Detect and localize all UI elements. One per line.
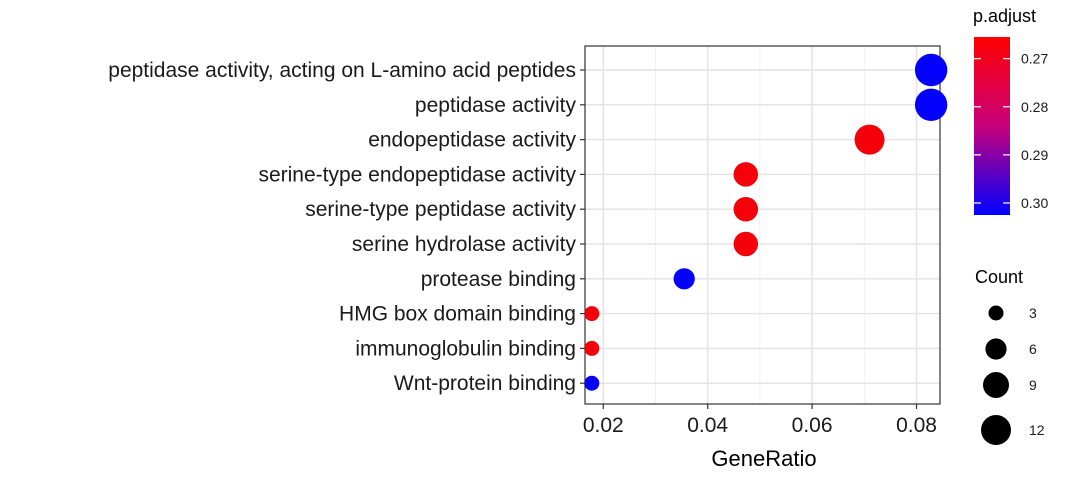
size-legend: Count 3 6 9 12: [975, 267, 1045, 445]
size-legend-dot: [988, 305, 1004, 321]
data-point: [584, 340, 600, 356]
data-point: [914, 88, 948, 122]
y-tick-label: serine hydrolase activity: [352, 233, 577, 256]
color-legend-tick-label: 0.29: [1021, 147, 1048, 163]
y-tick-label: endopeptidase activity: [368, 129, 576, 152]
size-legend-label: 3: [1029, 305, 1037, 321]
color-legend: p.adjust 0.27 0.28 0.29 0.30: [973, 6, 1048, 215]
data-point: [914, 53, 948, 87]
size-legend-label: 9: [1029, 377, 1037, 393]
points-layer: [584, 53, 948, 391]
y-tick-label: Wnt-protein binding: [394, 372, 576, 395]
size-legend-dot: [985, 338, 1007, 360]
size-legend-label: 12: [1029, 422, 1045, 438]
y-tick-label: peptidase activity: [415, 94, 577, 117]
color-legend-tick-label: 0.30: [1021, 195, 1048, 211]
size-legend-label: 6: [1029, 341, 1037, 357]
data-point: [584, 306, 600, 322]
color-legend-title: p.adjust: [973, 6, 1036, 26]
size-legend-title: Count: [975, 267, 1023, 287]
y-tick-label: protease binding: [421, 268, 576, 291]
y-tick-label: peptidase activity, acting on L-amino ac…: [108, 59, 576, 82]
y-axis: peptidase activity, acting on L-amino ac…: [108, 59, 585, 395]
x-tick-label: 0.06: [792, 414, 833, 437]
data-point: [733, 231, 759, 257]
color-legend-tick-label: 0.27: [1021, 51, 1048, 67]
x-axis-title: GeneRatio: [711, 446, 816, 471]
data-point: [584, 375, 600, 391]
x-tick-label: 0.04: [687, 414, 728, 437]
size-legend-dot: [983, 372, 1009, 398]
size-legend-items: 3 6 9 12: [981, 305, 1045, 445]
x-axis: 0.02 0.04 0.06 0.08: [583, 404, 937, 437]
data-point: [733, 162, 759, 187]
y-tick-label: HMG box domain binding: [339, 303, 576, 326]
color-legend-tick-label: 0.28: [1021, 99, 1048, 115]
plot-panel-border: [584, 45, 941, 405]
data-point: [733, 196, 759, 222]
data-point: [854, 124, 885, 155]
y-tick-label: serine-type endopeptidase activity: [258, 163, 576, 186]
x-tick-label: 0.02: [583, 414, 624, 437]
size-legend-dot: [981, 415, 1011, 445]
x-tick-label: 0.08: [896, 414, 937, 437]
color-legend-bar: [974, 37, 1010, 215]
data-point: [673, 268, 695, 290]
y-tick-label: serine-type peptidase activity: [305, 198, 576, 221]
grid-layer: [585, 46, 940, 404]
color-legend-ticks: 0.27 0.28 0.29 0.30: [974, 51, 1048, 211]
y-tick-label: immunoglobulin binding: [355, 337, 576, 360]
